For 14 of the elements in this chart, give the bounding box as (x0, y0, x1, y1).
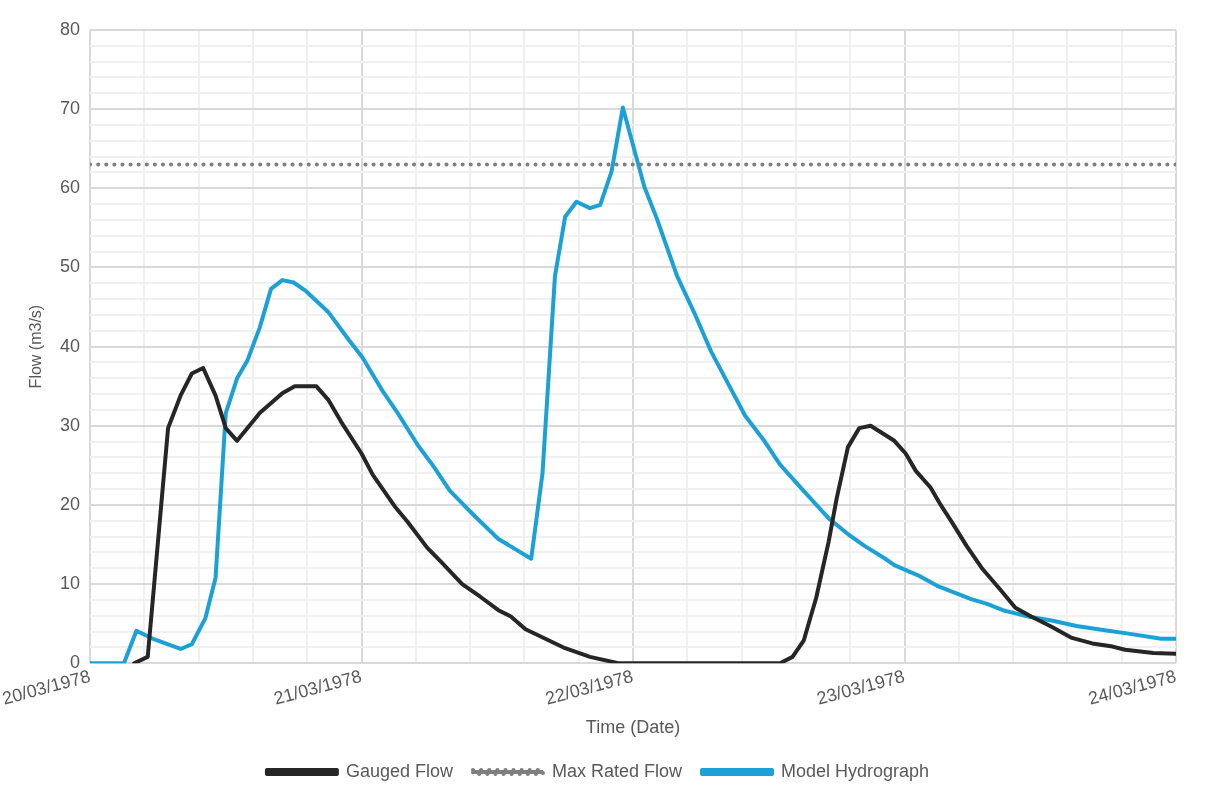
legend-label: Max Rated Flow (551, 760, 684, 781)
y-tick-label: 30 (59, 414, 81, 435)
y-tick-label: 80 (59, 18, 81, 39)
y-tick-label: 60 (59, 177, 81, 198)
y-tick-label: 20 (59, 493, 81, 514)
y-tick-label: 70 (59, 98, 81, 119)
y-axis-title: Flow (m3/s) (26, 304, 44, 389)
y-tick-label: 10 (59, 573, 81, 594)
y-tick-label: 0 (70, 652, 81, 673)
legend-label: Gauged Flow (345, 760, 454, 781)
y-tick-label: 40 (59, 335, 81, 356)
y-tick-label: 50 (59, 256, 81, 277)
legend-label: Model Hydrograph (781, 760, 930, 781)
x-axis-title: Time (Date) (585, 717, 681, 738)
